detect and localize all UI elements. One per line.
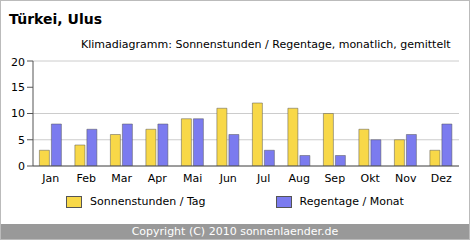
svg-text:10: 10 [11,107,25,120]
svg-text:Okt: Okt [361,172,381,185]
html-text:Sonnenstunden / Tag: Sonnenstunden / Tag [90,195,206,208]
svg-text:Aug: Aug [289,172,310,185]
svg-text:Dez: Dez [431,172,452,185]
svg-text:20: 20 [11,56,25,69]
svg-text:Jun: Jun [219,172,237,185]
svg-text:Sep: Sep [324,172,345,185]
svg-text:Apr: Apr [148,172,168,185]
svg-text:15: 15 [11,81,25,94]
html-text:Copyright (C) 2010 sonnenlaend: Copyright (C) 2010 sonnenlaender.de [131,225,339,238]
svg-text:5: 5 [18,134,25,147]
svg-text:Jan: Jan [41,172,59,185]
svg-text:Jul: Jul [256,172,270,185]
html-text:Türkei, Ulus: Türkei, Ulus [9,11,102,27]
html-text:Regentage / Monat: Regentage / Monat [299,195,404,208]
svg-text:Mai: Mai [183,172,202,185]
html-text:Klimadiagramm: Sonnenstunden /: Klimadiagramm: Sonnenstunden / Regentage… [81,38,451,51]
svg-text:Mar: Mar [111,172,132,185]
svg-text:Feb: Feb [77,172,96,185]
svg-text:Nov: Nov [395,172,417,185]
svg-text:0: 0 [18,160,25,173]
